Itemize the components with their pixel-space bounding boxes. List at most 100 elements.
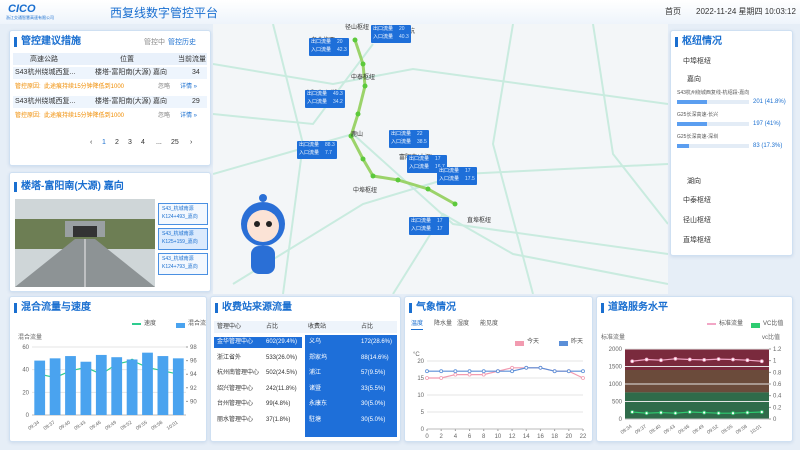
y2-tick-label: 0.4 <box>773 394 782 400</box>
point <box>481 369 486 374</box>
nav-home[interactable]: 首页 <box>665 7 681 16</box>
service-band <box>625 392 769 419</box>
logo-subtitle: 浙江交通智慧高速有限公司 <box>6 15 54 20</box>
station-share: 57(9.5%) <box>361 370 386 376</box>
detail-button[interactable]: 详情 » <box>180 84 198 90</box>
direction-name[interactable]: 嘉向 <box>687 76 701 83</box>
point <box>644 411 649 416</box>
axis-label: °C <box>413 352 420 358</box>
row-bg <box>13 67 207 79</box>
hub-name[interactable]: 直埠枢纽 <box>683 237 711 244</box>
hub-name[interactable]: 径山枢纽 <box>683 217 711 224</box>
y-tick-label: 20 <box>22 390 29 396</box>
page-button[interactable]: ‹ <box>90 139 93 146</box>
tab[interactable]: 湿度 <box>457 321 470 327</box>
page-button[interactable]: 2 <box>115 139 119 146</box>
highlight-row <box>214 337 302 348</box>
route-node <box>362 83 368 89</box>
toll_sources-panel: 收费站来源流量 管理中心 占比 收费站 占比 金华管理中心 602(29.4%) 浙江省外 53… <box>210 296 401 442</box>
panel-title: 管控建议措施 <box>21 36 81 47</box>
flow-value: 7.7 <box>325 150 332 156</box>
page-button[interactable]: 4 <box>141 139 145 146</box>
flow-label: 入口流量 <box>299 150 320 156</box>
history-link[interactable]: 管控历史 <box>168 39 196 46</box>
title-bar <box>675 37 678 47</box>
route-node <box>352 37 358 43</box>
bar-track <box>677 144 749 148</box>
point <box>687 357 692 362</box>
camera-item[interactable]: S43_杭城南源 K124+493_嘉向 <box>158 203 208 225</box>
flow-value: 40.3 <box>399 34 409 40</box>
point <box>481 372 486 377</box>
point <box>659 358 663 363</box>
legend-swatch <box>132 323 141 325</box>
item-name: G25长深高速-深圳 <box>677 134 719 140</box>
point <box>702 410 707 415</box>
route-node <box>452 201 458 207</box>
legend-swatch <box>515 341 524 346</box>
hub-name[interactable]: 中埠枢纽 <box>683 58 711 65</box>
page-button[interactable]: 3 <box>128 139 132 146</box>
location: 楼塔-富阳南(大源) 嘉向 <box>95 69 167 76</box>
road: S43杭州绕城西复... <box>15 98 76 105</box>
column-header: 管理中心 <box>217 324 242 330</box>
flow-value: 22 <box>417 131 423 137</box>
bar <box>142 352 153 415</box>
panel-title: 收费站来源流量 <box>222 302 292 313</box>
axis-label: 标准流量 <box>601 335 626 341</box>
flow-label: 出口流量 <box>373 26 394 32</box>
x-tick-label: 09:34 <box>27 420 41 432</box>
y-tick-label: 40 <box>22 368 29 374</box>
bar <box>126 359 138 415</box>
page-button[interactable]: ... <box>156 139 162 146</box>
service-band <box>625 370 769 393</box>
x-tick-label: 2 <box>440 434 444 440</box>
route-node <box>360 156 366 162</box>
mascot <box>251 246 275 274</box>
tab[interactable]: 能见度 <box>480 321 499 327</box>
point <box>630 410 635 414</box>
x-tick-label: 09:37 <box>634 424 648 436</box>
point <box>510 369 514 374</box>
share-bar <box>677 122 707 126</box>
flow-value: 88.3 <box>325 142 335 148</box>
mascot <box>247 210 279 242</box>
page-button[interactable]: 1 <box>102 139 106 146</box>
point <box>673 411 678 416</box>
column-header: 占比 <box>361 324 374 330</box>
y-tick-label: 2000 <box>609 347 623 353</box>
flow-value: 20 <box>399 26 405 32</box>
ignore-button[interactable]: 忽略 <box>158 113 171 119</box>
flow-label: 出口流量 <box>311 39 332 45</box>
line <box>427 367 583 372</box>
camera-item[interactable]: S43_杭城南源 K124+793_嘉向 <box>158 253 208 275</box>
tab[interactable]: 温度 <box>411 321 424 330</box>
center-name: 浙江省外 <box>217 354 242 361</box>
ignore-button[interactable]: 忽略 <box>158 84 171 90</box>
route-node <box>355 111 361 117</box>
x-tick-label: 09:55 <box>720 424 734 436</box>
page-button[interactable]: › <box>190 139 193 146</box>
tab[interactable]: 降水量 <box>434 321 453 327</box>
hub-panel: 枢纽情况 中埠枢纽 嘉向 S43杭州绕城西复线-杭绍段-嘉向 201 (41.8%) G2… <box>670 30 793 256</box>
direction-name[interactable]: 湖向 <box>687 178 701 185</box>
flow-value: 42.3 <box>337 47 347 53</box>
hub-name[interactable]: 中泰枢纽 <box>683 197 711 204</box>
flow-card: 出口流量 20 入口流量 42.3 <box>309 38 349 56</box>
title-bar <box>601 303 604 313</box>
camera-km: K124+493_嘉向 <box>162 214 198 220</box>
route-node <box>348 133 354 139</box>
panel-title: 楼塔-富阳南(大源) 嘉向 <box>21 181 124 192</box>
station-name: 诸暨 <box>309 385 322 392</box>
table-header <box>214 321 397 333</box>
detail-button[interactable]: 详情 » <box>180 113 198 119</box>
page-button[interactable]: 25 <box>171 139 179 146</box>
reason-label: 管控原因: <box>15 84 41 90</box>
line <box>427 367 584 379</box>
share-bar <box>677 144 690 148</box>
camera-item[interactable]: S43_杭城南源 K125+159_嘉向 <box>158 228 208 250</box>
place-label: 中泰枢纽 <box>351 75 376 81</box>
flow-label: 出口流量 <box>411 218 432 224</box>
column-header: 高速公路 <box>30 56 58 63</box>
